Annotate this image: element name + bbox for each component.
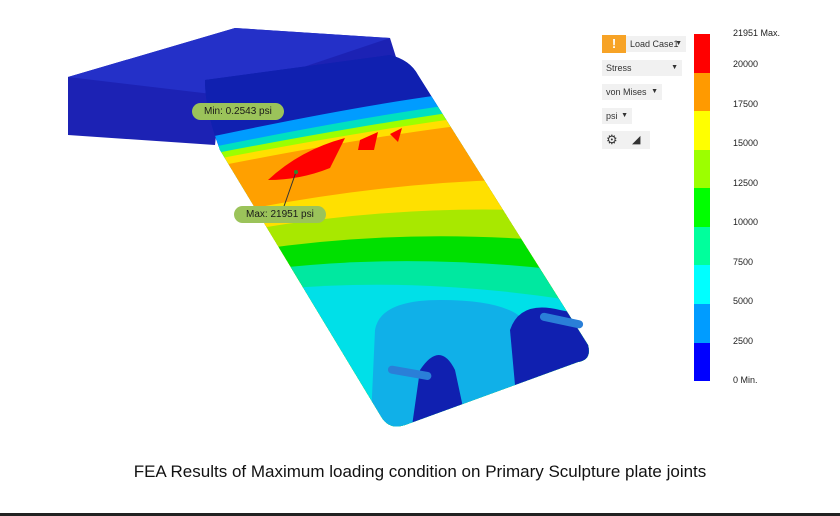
legend-band — [694, 265, 710, 304]
unit-dropdown[interactable]: psi ▼ — [602, 108, 632, 124]
chevron-down-icon: ▼ — [651, 88, 658, 95]
legend-label: 2500 — [733, 336, 754, 346]
legend-label: 21951 Max. — [733, 28, 781, 38]
stress-type-label: von Mises — [606, 87, 647, 97]
chevron-down-icon: ▼ — [671, 64, 678, 71]
warning-icon[interactable]: ! — [602, 35, 626, 53]
legend-band — [694, 226, 710, 266]
triangle-ruler-icon[interactable]: ◢ — [632, 134, 641, 146]
figure-caption: FEA Results of Maximum loading condition… — [133, 462, 707, 481]
min-callout: Min: 0.2543 psi — [192, 103, 284, 120]
legend-label: 17500 — [733, 99, 759, 109]
legend-label: 10000 — [733, 217, 759, 227]
load-case-label: Load Case1 — [630, 39, 679, 49]
color-legend-bar — [694, 34, 710, 382]
stress-type-dropdown[interactable]: von Mises ▼ — [602, 84, 662, 100]
legend-band — [694, 111, 710, 150]
legend-band — [694, 303, 710, 343]
fea-model-render — [68, 28, 589, 427]
legend-band — [694, 149, 710, 189]
legend-label: 0 Min. — [733, 375, 758, 385]
chevron-down-icon: ▼ — [675, 40, 682, 47]
legend-band — [694, 342, 710, 382]
legend-label: 15000 — [733, 138, 759, 148]
chevron-down-icon: ▼ — [621, 112, 628, 119]
load-case-dropdown[interactable]: Load Case1 ▼ — [626, 36, 686, 52]
legend-label: 7500 — [733, 257, 754, 267]
unit-label: psi — [606, 111, 618, 121]
legend-band — [694, 72, 710, 112]
result-type-label: Stress — [606, 63, 632, 73]
legend-band — [694, 34, 710, 73]
gear-icon[interactable]: ⚙ — [606, 132, 618, 147]
legend-band — [694, 188, 710, 227]
bottom-divider — [0, 513, 840, 516]
result-type-dropdown[interactable]: Stress ▼ — [602, 60, 682, 76]
legend-label: 20000 — [733, 59, 759, 69]
legend-label: 12500 — [733, 178, 759, 188]
max-callout: Max: 21951 psi — [234, 206, 326, 223]
legend-label: 5000 — [733, 296, 754, 306]
fea-viewport[interactable]: Min: 0.2543 psi Max: 21951 psi ! Load Ca… — [0, 0, 840, 440]
tools-bar: ⚙ ◢ — [602, 131, 650, 149]
